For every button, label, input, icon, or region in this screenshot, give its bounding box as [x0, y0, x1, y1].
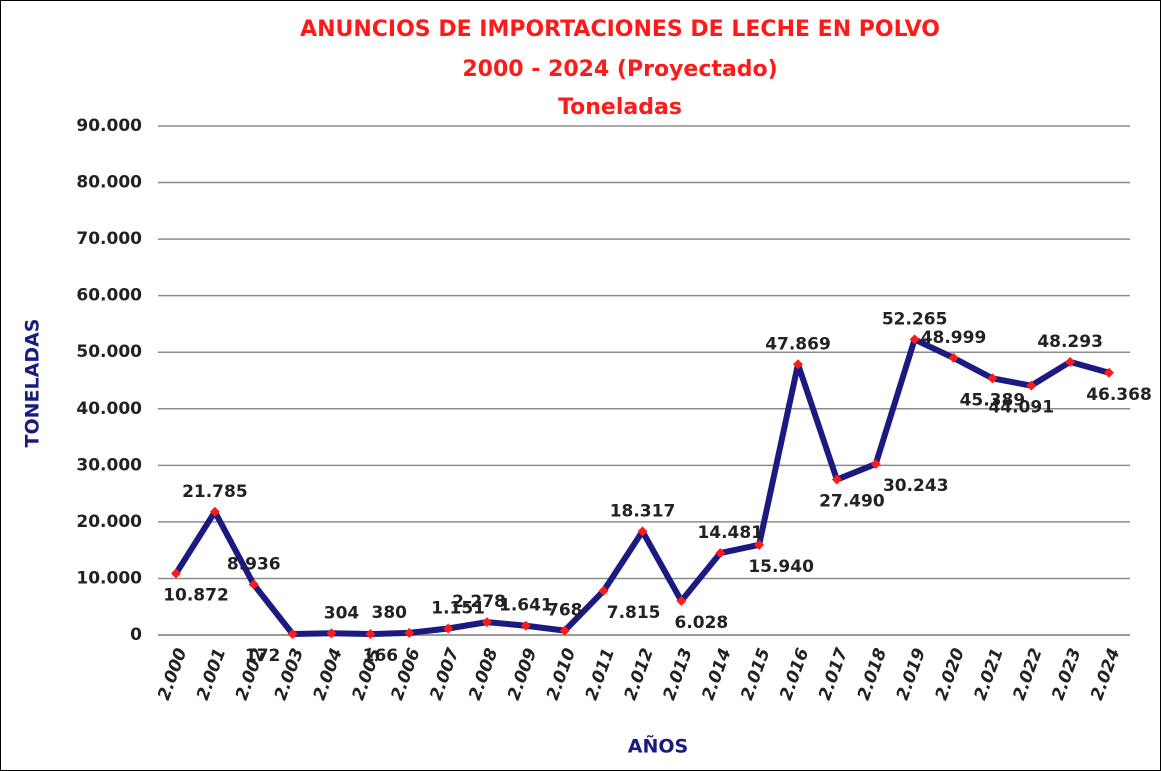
data-point	[287, 629, 298, 640]
data-label: 15.940	[748, 557, 814, 577]
y-tick-label: 30.000	[76, 455, 142, 475]
data-label: 6.028	[674, 613, 728, 633]
y-tick-label: 60.000	[76, 286, 142, 306]
data-point	[520, 620, 531, 631]
data-label: 48.293	[1037, 332, 1103, 352]
data-label: 1.151	[431, 598, 485, 618]
y-tick-label: 0	[130, 625, 142, 645]
data-point	[171, 568, 181, 579]
data-point	[715, 548, 726, 559]
data-point	[870, 458, 881, 469]
data-label: 1.641	[499, 596, 553, 616]
data-point	[482, 617, 492, 628]
data-label: 30.243	[883, 476, 949, 496]
data-label: 8.936	[227, 554, 281, 574]
data-label: 52.265	[882, 309, 948, 329]
data-point	[676, 595, 687, 606]
data-point	[987, 373, 998, 384]
data-point	[1104, 367, 1114, 378]
data-label: 2.278	[452, 592, 506, 612]
y-tick-label: 90.000	[76, 116, 142, 136]
data-point	[637, 526, 648, 537]
data-point	[209, 506, 220, 517]
chart-title: ANUNCIOS DE IMPORTACIONES DE LECHE EN PO…	[300, 17, 940, 42]
data-point	[831, 474, 842, 485]
data-label: 10.872	[163, 586, 229, 606]
x-axis-label: AÑOS	[628, 734, 688, 758]
data-point	[559, 625, 570, 636]
data-label: 48.999	[921, 328, 987, 348]
data-point	[443, 623, 454, 634]
y-tick-label: 20.000	[76, 512, 142, 532]
data-point	[909, 334, 920, 345]
data-label: 380	[372, 603, 408, 623]
data-point	[326, 628, 337, 639]
data-label: 172	[245, 646, 281, 666]
y-tick-label: 40.000	[76, 399, 142, 419]
data-label: 166	[363, 646, 399, 666]
y-tick-label: 50.000	[76, 342, 142, 362]
data-label: 7.815	[607, 603, 661, 623]
y-tick-label: 10.000	[76, 568, 142, 588]
data-label: 44.091	[988, 398, 1054, 418]
data-label: 47.869	[765, 334, 831, 354]
y-axis-label: TONELADAS	[22, 319, 44, 448]
data-label: 45.389	[960, 390, 1026, 410]
data-point	[404, 627, 415, 638]
data-label: 304	[324, 603, 360, 623]
data-point	[948, 352, 959, 363]
data-point	[754, 539, 765, 550]
data-label: 14.481	[697, 523, 763, 543]
y-tick-label: 70.000	[76, 229, 142, 249]
data-point	[1065, 356, 1076, 367]
data-label: 18.317	[610, 501, 676, 521]
data-label: 21.785	[182, 482, 248, 502]
chart-subtitle: Toneladas	[558, 95, 682, 120]
data-point	[365, 629, 376, 640]
y-tick-label: 80.000	[76, 173, 142, 193]
data-label: 27.490	[819, 492, 885, 512]
data-point	[793, 359, 803, 370]
data-point	[598, 585, 609, 596]
data-point	[248, 579, 259, 590]
chart-subtitle: 2000 - 2024 (Proyectado)	[462, 57, 777, 82]
data-label: 46.368	[1086, 385, 1152, 405]
data-label: 768	[547, 601, 583, 621]
data-point	[1026, 380, 1037, 391]
